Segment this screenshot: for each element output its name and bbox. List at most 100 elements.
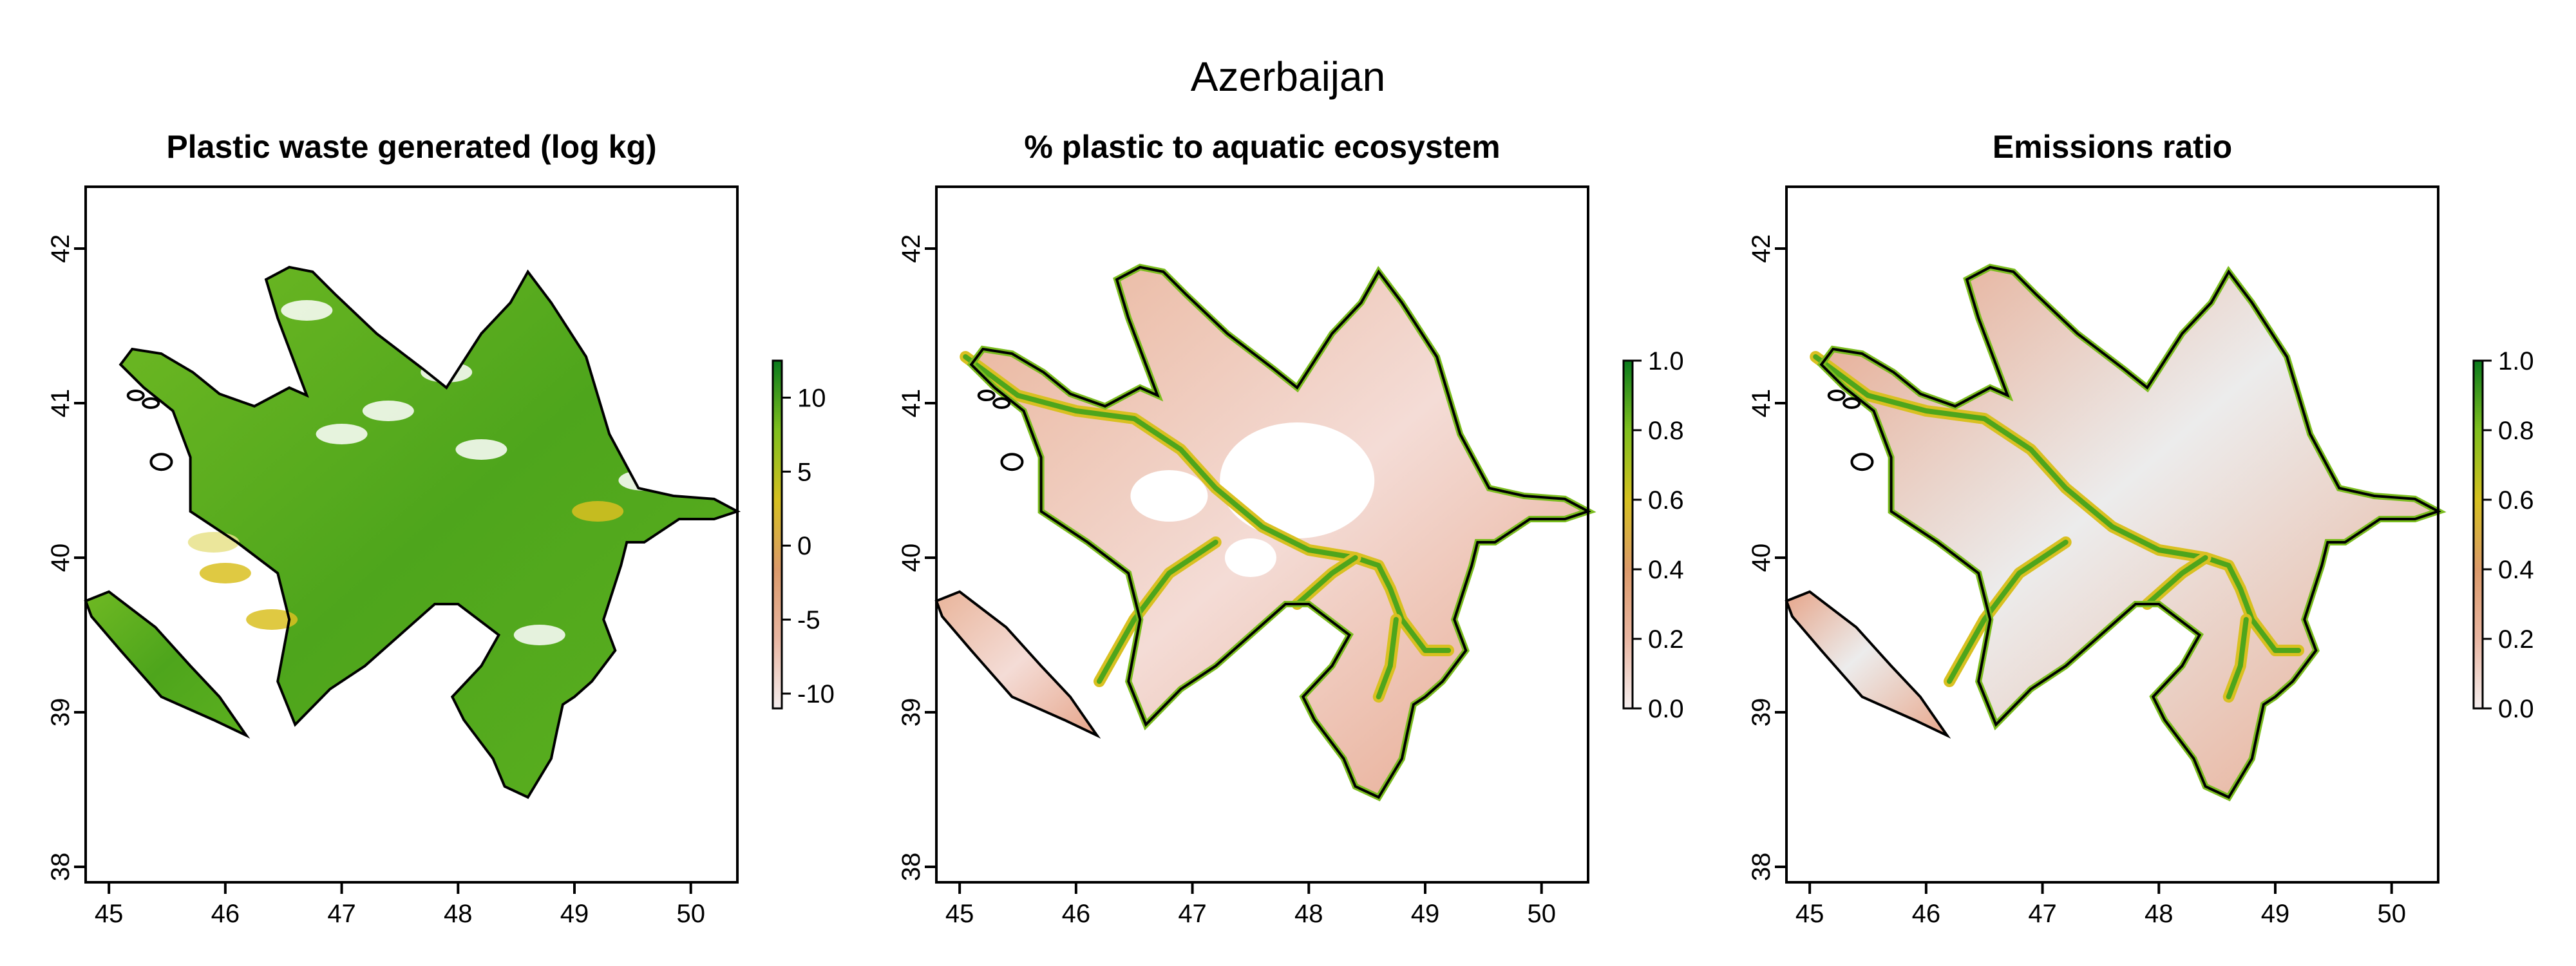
y-tick-label: 40 (46, 544, 75, 573)
y-tick-label: 41 (46, 389, 75, 418)
x-tick-label: 45 (95, 900, 124, 928)
colorbar-tick-label: 0.4 (2498, 556, 2534, 584)
lake-outline (1842, 397, 1861, 409)
exclave-raster (1786, 591, 1947, 735)
x-tick-label: 50 (676, 900, 705, 928)
colorbar (772, 359, 783, 710)
mainland-raster (120, 267, 737, 797)
raster-patch (187, 532, 240, 553)
lake-outline (1827, 390, 1846, 401)
exclave-outline (84, 590, 251, 739)
country-outline (118, 265, 741, 799)
x-tick-label: 48 (444, 900, 473, 928)
river-core (963, 354, 1452, 653)
colorbar-tick-label: 0 (797, 532, 811, 560)
lake-outline (1850, 453, 1874, 471)
panel-title: Plastic waste generated (log kg) (166, 129, 656, 165)
lake-outline (1000, 453, 1024, 471)
x-tick-label: 49 (560, 900, 589, 928)
y-tick-label: 41 (897, 389, 925, 418)
river-core (1947, 540, 2069, 684)
exclave-outline (1785, 590, 1951, 739)
river-core (1376, 617, 1399, 699)
x-tick-label: 47 (2028, 900, 2057, 928)
plot-frame (84, 185, 739, 884)
colorbar-tick-label: 0.6 (1648, 486, 1684, 515)
y-tick-label: 41 (1747, 389, 1776, 418)
x-tick-label: 48 (2145, 900, 2174, 928)
no-data-area (1224, 538, 1276, 577)
colorbar-tick-label: 1.0 (1648, 347, 1684, 375)
y-tick-label: 38 (897, 853, 925, 882)
raster-patch (455, 439, 507, 460)
river-core (1813, 354, 2302, 653)
panel-title: Emissions ratio (1993, 129, 2232, 165)
raster-patch (316, 424, 368, 444)
colorbar-tick-label: -5 (797, 606, 820, 634)
lake-outline (149, 453, 173, 471)
colorbar-tick-label: 10 (797, 384, 826, 412)
x-tick-label: 46 (211, 900, 240, 928)
y-tick-label: 39 (897, 698, 925, 727)
y-tick-label: 40 (1747, 544, 1776, 573)
country-outline (1819, 265, 2442, 799)
country-outline (969, 265, 1592, 799)
no-data-area (1130, 470, 1208, 522)
x-tick-label: 46 (1062, 900, 1091, 928)
river-core (2145, 555, 2208, 607)
x-tick-label: 46 (1912, 900, 1941, 928)
river-core (1294, 555, 1358, 607)
x-tick-label: 50 (1527, 900, 1556, 928)
y-tick-label: 38 (1747, 853, 1776, 882)
y-tick-label: 39 (1747, 698, 1776, 727)
x-tick-label: 47 (1178, 900, 1207, 928)
x-tick-label: 49 (2261, 900, 2290, 928)
raster-patch (572, 501, 624, 522)
y-tick-label: 42 (46, 234, 75, 263)
colorbar-tick-label: 0.8 (2498, 417, 2534, 445)
lake-outline (977, 390, 996, 401)
raster-patch (281, 300, 333, 321)
figure-title: Azerbaijan (1190, 53, 1386, 100)
colorbar-tick-label: 0.8 (1648, 417, 1684, 445)
raster-patch (362, 401, 414, 421)
x-tick-label: 50 (2377, 900, 2406, 928)
exclave-raster (936, 591, 1097, 735)
no-data-area (1220, 422, 1375, 538)
colorbar (2472, 359, 2484, 710)
raster-patch (199, 563, 251, 583)
panel-1: Plastic waste generated (log kg) 45 46 47 48… (46, 129, 835, 928)
plot-frame (935, 185, 1589, 884)
colorbar-tick-label: 0.6 (2498, 486, 2534, 515)
lake-outline (992, 397, 1011, 409)
y-tick-label: 42 (1747, 234, 1776, 263)
colorbar-tick-label: 0.4 (1648, 556, 1684, 584)
raster-patch (513, 625, 565, 645)
colorbar-tick-label: 5 (797, 458, 811, 486)
colorbar-tick-label: 0.2 (2498, 625, 2534, 654)
panel-title: % plastic to aquatic ecosystem (1024, 129, 1500, 165)
exclave-outline (934, 590, 1101, 739)
exclave-raster (86, 591, 247, 735)
panel-3: Emissions ratio 45 46 47 48 49 50 38 39 40 41 42 1.0… (1747, 129, 2534, 928)
raster-patch (618, 470, 670, 491)
x-tick-label: 47 (327, 900, 356, 928)
plot-frame (1785, 185, 2439, 884)
x-tick-label: 49 (1411, 900, 1440, 928)
colorbar-tick-label: 1.0 (2498, 347, 2534, 375)
x-tick-label: 45 (1795, 900, 1824, 928)
y-tick-label: 40 (897, 544, 925, 573)
colorbar (1622, 359, 1634, 710)
colorbar-tick-label: 0.0 (1648, 695, 1684, 723)
lake-outline (126, 390, 145, 401)
y-tick-label: 38 (46, 853, 75, 882)
y-tick-label: 39 (46, 698, 75, 727)
lake-outline (142, 397, 160, 409)
x-tick-label: 48 (1294, 900, 1323, 928)
colorbar-tick-label: 0.0 (2498, 695, 2534, 723)
raster-patch (246, 609, 298, 630)
river-core (2226, 617, 2249, 699)
y-tick-label: 42 (897, 234, 925, 263)
river-core (1097, 540, 1218, 684)
